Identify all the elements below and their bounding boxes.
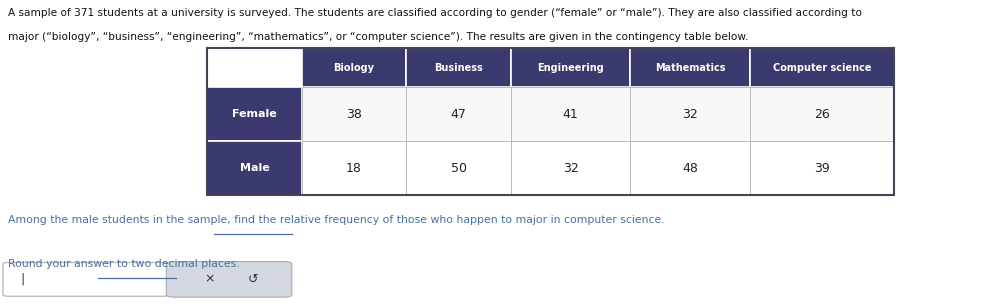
Text: Among the male students in the sample, find the relative frequency of those who : Among the male students in the sample, f… (8, 215, 664, 225)
Text: 50: 50 (450, 161, 467, 175)
Text: ↺: ↺ (248, 273, 258, 286)
Bar (630, 87, 750, 141)
Text: Computer science: Computer science (773, 63, 872, 72)
Bar (207, 141, 302, 195)
FancyBboxPatch shape (3, 262, 167, 296)
Text: major (“biology”, “business”, “engineering”, “mathematics”, or “computer science: major (“biology”, “business”, “engineeri… (8, 32, 748, 42)
Text: Business: Business (434, 63, 483, 72)
Text: Engineering: Engineering (537, 63, 605, 72)
Bar (406, 141, 511, 195)
Bar (406, 48, 511, 87)
Bar (511, 48, 630, 87)
Text: |: | (20, 273, 24, 286)
Bar (207, 48, 894, 195)
Text: 32: 32 (563, 161, 579, 175)
Text: Round your answer to two decimal places.: Round your answer to two decimal places. (8, 259, 240, 270)
Bar (750, 48, 894, 87)
Text: Female: Female (232, 109, 277, 119)
Bar (511, 87, 630, 141)
Text: 41: 41 (563, 108, 579, 121)
Bar (302, 48, 406, 87)
Text: 48: 48 (682, 161, 698, 175)
Text: Male: Male (240, 163, 269, 173)
Bar (750, 141, 894, 195)
Text: Mathematics: Mathematics (655, 63, 725, 72)
Text: ×: × (204, 273, 214, 286)
Bar (630, 141, 750, 195)
Text: 39: 39 (815, 161, 830, 175)
Text: 18: 18 (347, 161, 362, 175)
Text: Biology: Biology (334, 63, 374, 72)
Bar (511, 141, 630, 195)
Text: 32: 32 (682, 108, 698, 121)
Bar (302, 87, 406, 141)
Bar (750, 87, 894, 141)
Bar (630, 48, 750, 87)
Text: A sample of 371 students at a university is surveyed. The students are classifie: A sample of 371 students at a university… (8, 8, 862, 18)
Bar (302, 141, 406, 195)
Bar (207, 87, 302, 141)
Text: 38: 38 (347, 108, 362, 121)
FancyBboxPatch shape (166, 262, 292, 297)
Bar (406, 87, 511, 141)
Text: 26: 26 (815, 108, 830, 121)
Text: 47: 47 (451, 108, 466, 121)
